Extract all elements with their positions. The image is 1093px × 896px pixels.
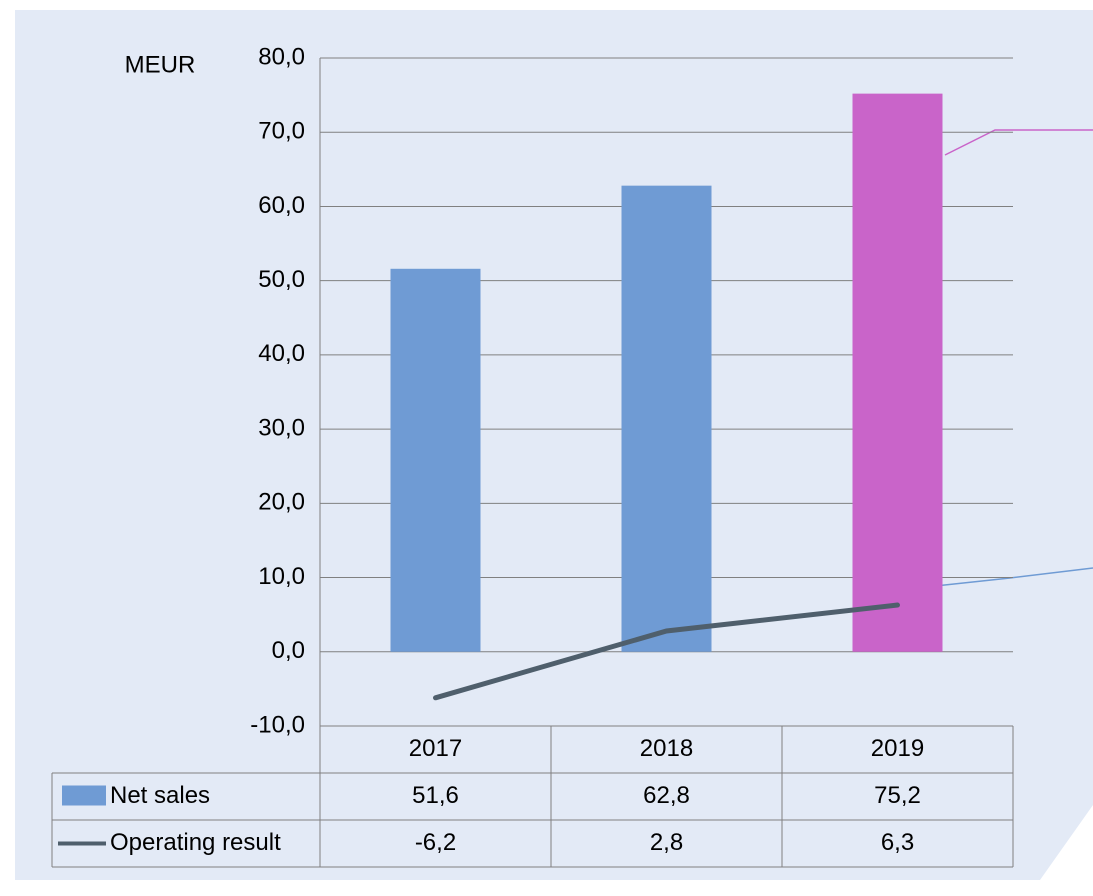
bar [621, 185, 712, 652]
y-tick-label: 50,0 [258, 266, 305, 293]
x-tick-label: 2019 [871, 735, 924, 762]
table-value: 75,2 [874, 782, 921, 809]
y-tick-label: 0,0 [272, 637, 305, 664]
leader-line [944, 129, 1093, 156]
legend-label: Net sales [110, 782, 210, 809]
table-value: 6,3 [881, 829, 914, 856]
y-tick-label: 80,0 [258, 43, 305, 70]
y-tick-label: 30,0 [258, 414, 305, 441]
y-tick-label: 20,0 [258, 489, 305, 516]
table-value: -6,2 [415, 829, 456, 856]
bar [390, 268, 481, 652]
x-tick-label: 2018 [640, 735, 693, 762]
y-tick-label: 60,0 [258, 192, 305, 219]
y-tick-label: 10,0 [258, 563, 305, 590]
bar [852, 93, 943, 652]
table-value: 62,8 [643, 782, 690, 809]
table-value: 2,8 [650, 829, 683, 856]
y-tick-label: 40,0 [258, 340, 305, 367]
x-tick-label: 2017 [409, 735, 462, 762]
y-axis-label: MEUR [125, 51, 196, 78]
line [433, 602, 900, 701]
y-tick-label: 70,0 [258, 118, 305, 145]
legend-label: Operating result [110, 829, 281, 856]
y-tick-label: -10,0 [250, 711, 305, 738]
table-value: 51,6 [412, 782, 459, 809]
legend-key [62, 785, 106, 806]
chart-panel [15, 10, 1093, 880]
